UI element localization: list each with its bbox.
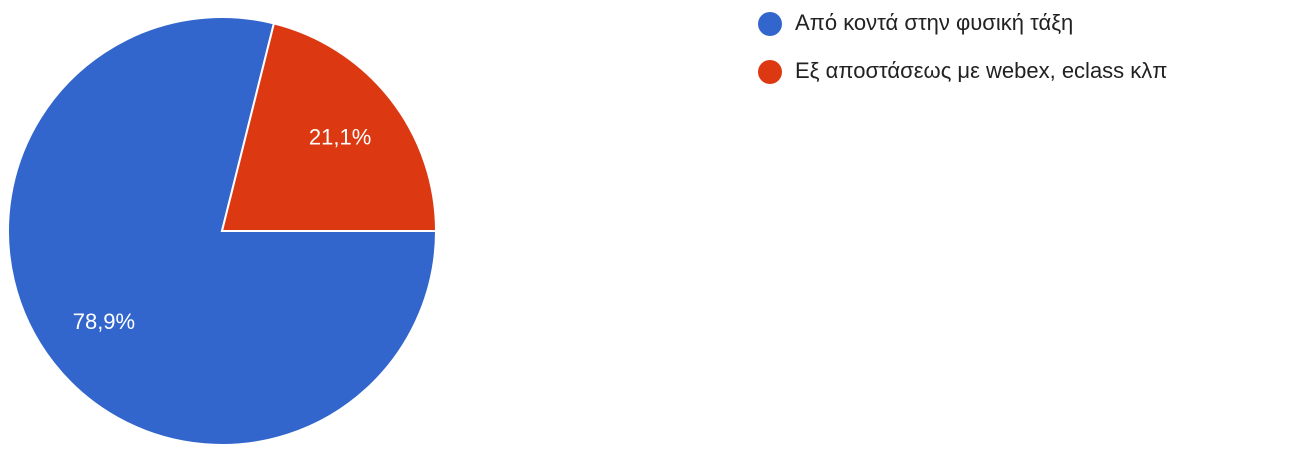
pie-slice: [220, 22, 438, 232]
slice-label: 21,1%: [309, 125, 371, 150]
legend-swatch: [758, 12, 782, 36]
legend-swatch: [758, 60, 782, 84]
slice-label: 78,9%: [73, 309, 135, 334]
legend-label: Από κοντά στην φυσική τάξη: [795, 10, 1073, 35]
legend-label: Εξ αποστάσεως με webex, eclass κλπ: [795, 58, 1167, 83]
